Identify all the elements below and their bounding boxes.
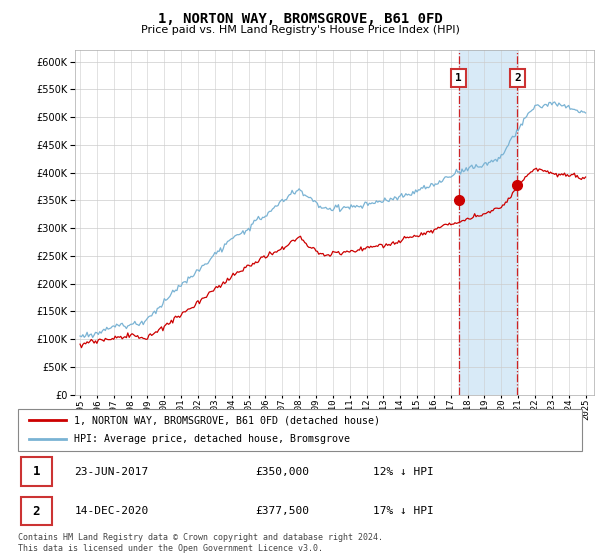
Text: 17% ↓ HPI: 17% ↓ HPI xyxy=(373,506,434,516)
Text: 1, NORTON WAY, BROMSGROVE, B61 0FD (detached house): 1, NORTON WAY, BROMSGROVE, B61 0FD (deta… xyxy=(74,415,380,425)
Text: Contains HM Land Registry data © Crown copyright and database right 2024.
This d: Contains HM Land Registry data © Crown c… xyxy=(18,533,383,553)
Text: 1: 1 xyxy=(455,73,462,83)
Text: 23-JUN-2017: 23-JUN-2017 xyxy=(74,466,149,477)
Text: 2: 2 xyxy=(32,505,40,517)
FancyBboxPatch shape xyxy=(21,497,52,525)
Text: 14-DEC-2020: 14-DEC-2020 xyxy=(74,506,149,516)
Text: £350,000: £350,000 xyxy=(255,466,309,477)
Text: 2: 2 xyxy=(514,73,521,83)
Text: 12% ↓ HPI: 12% ↓ HPI xyxy=(373,466,434,477)
Bar xyxy=(458,50,517,395)
Text: 1: 1 xyxy=(32,465,40,478)
FancyBboxPatch shape xyxy=(18,409,582,451)
Text: Price paid vs. HM Land Registry's House Price Index (HPI): Price paid vs. HM Land Registry's House … xyxy=(140,25,460,35)
Text: HPI: Average price, detached house, Bromsgrove: HPI: Average price, detached house, Brom… xyxy=(74,435,350,445)
Text: £377,500: £377,500 xyxy=(255,506,309,516)
Text: 1, NORTON WAY, BROMSGROVE, B61 0FD: 1, NORTON WAY, BROMSGROVE, B61 0FD xyxy=(158,12,442,26)
FancyBboxPatch shape xyxy=(21,458,52,486)
